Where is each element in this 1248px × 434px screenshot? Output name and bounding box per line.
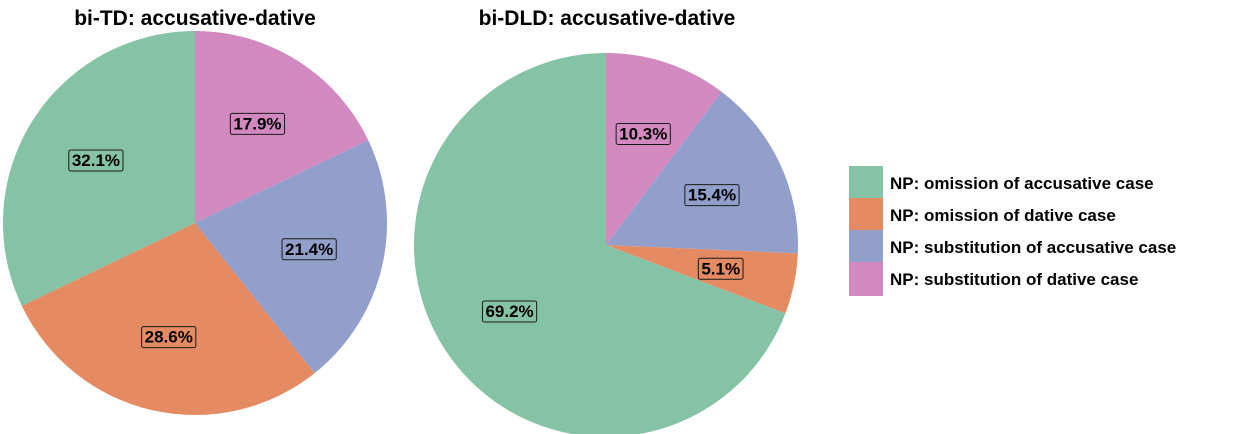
slice-label-box [229, 112, 286, 135]
slice-label-box [68, 149, 124, 172]
pie-slice-np-substitution-of-dative-case [606, 53, 722, 245]
legend-swatch [849, 198, 883, 232]
slice-label-box [481, 300, 538, 323]
slice-label: 28.6% [141, 326, 197, 349]
slice-label-text: 17.9% [233, 114, 281, 133]
legend-label: NP: substitution of accusative case [890, 238, 1176, 257]
slice-label-text: 69.2% [485, 302, 533, 321]
pie-slices-bi-td [2, 31, 388, 416]
slice-label: 5.1% [697, 257, 744, 280]
legend-label: NP: omission of accusative case [890, 174, 1154, 193]
slice-label-text: 10.3% [619, 124, 667, 143]
legend-item: NP: substitution of accusative case [849, 230, 1176, 264]
legend-label: NP: omission of dative case [890, 206, 1116, 225]
legend: NP: omission of accusative case NP: omis… [849, 166, 1176, 296]
slice-label-box [281, 238, 337, 261]
slice-label-text: 21.4% [285, 240, 333, 259]
legend-item: NP: omission of dative case [849, 198, 1116, 232]
slice-label-text: 5.1% [701, 259, 740, 278]
slice-label: 21.4% [281, 238, 337, 261]
slice-label-text: 15.4% [688, 186, 736, 205]
slice-label: 10.3% [615, 122, 671, 145]
slice-label: 32.1% [68, 149, 124, 172]
pie-slice-np-omission-of-accusative-case [414, 53, 786, 434]
slice-label: 69.2% [481, 300, 538, 323]
legend-swatch [849, 262, 883, 296]
slice-label: 17.9% [229, 112, 286, 135]
legend-swatch [849, 230, 883, 264]
legend-item: NP: substitution of dative case [849, 262, 1138, 296]
slice-label-box [697, 257, 744, 280]
legend-swatch [849, 166, 883, 200]
legend-item: NP: omission of accusative case [849, 166, 1154, 200]
slice-label-box [615, 122, 671, 145]
pie-labels-bi-td: 17.9% 21.4% 28.6% 32.1% [68, 112, 337, 349]
chart-title-bi-dld: bi-DLD: accusative-dative [479, 7, 736, 30]
slice-label-text: 32.1% [72, 151, 120, 170]
pie-chart-bi-td: bi-TD: accusative-dative 17.9% 21.4% 28.6%… [2, 7, 388, 416]
pie-labels-bi-dld: 10.3% 15.4% 5.1% 69.2% [481, 122, 744, 323]
slice-label: 15.4% [684, 184, 740, 207]
pie-chart-bi-dld: bi-DLD: accusative-dative 10.3% 15.4% 5.1%… [414, 7, 798, 434]
legend-label: NP: substitution of dative case [890, 270, 1138, 289]
slice-label-box [684, 184, 740, 207]
pie-slice-np-omission-of-dative-case [21, 223, 315, 416]
pie-slice-np-substitution-of-accusative-case [606, 91, 798, 254]
pie-slices-bi-dld [414, 53, 798, 434]
slice-label-box [141, 326, 197, 349]
chart-title-bi-td: bi-TD: accusative-dative [74, 7, 316, 30]
slice-label-text: 28.6% [145, 328, 193, 347]
